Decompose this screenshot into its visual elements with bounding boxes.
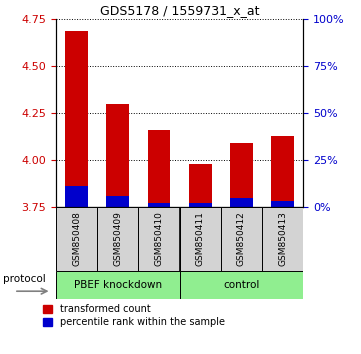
- Text: control: control: [223, 280, 260, 290]
- Bar: [56, 271, 180, 299]
- Bar: [65, 31, 88, 207]
- Bar: [106, 196, 129, 207]
- Bar: [189, 164, 212, 207]
- Bar: [106, 104, 129, 207]
- Bar: [138, 207, 180, 271]
- Text: GSM850411: GSM850411: [196, 211, 205, 267]
- Text: GSM850412: GSM850412: [237, 212, 246, 266]
- Text: GSM850409: GSM850409: [113, 211, 122, 267]
- Text: GSM850413: GSM850413: [278, 211, 287, 267]
- Bar: [148, 130, 170, 207]
- Bar: [180, 207, 221, 271]
- Bar: [56, 207, 97, 271]
- Bar: [65, 187, 88, 207]
- Bar: [230, 198, 253, 207]
- Text: PBEF knockdown: PBEF knockdown: [74, 280, 162, 290]
- Title: GDS5178 / 1559731_x_at: GDS5178 / 1559731_x_at: [100, 4, 259, 17]
- Bar: [230, 143, 253, 207]
- Text: GSM850408: GSM850408: [72, 211, 81, 267]
- Bar: [271, 201, 294, 207]
- Bar: [271, 136, 294, 207]
- Text: protocol: protocol: [3, 274, 45, 284]
- Text: GSM850410: GSM850410: [155, 211, 164, 267]
- Bar: [221, 207, 262, 271]
- Bar: [180, 271, 303, 299]
- Bar: [97, 207, 138, 271]
- Bar: [262, 207, 303, 271]
- Legend: transformed count, percentile rank within the sample: transformed count, percentile rank withi…: [43, 304, 225, 327]
- Bar: [148, 203, 170, 207]
- Bar: [189, 203, 212, 207]
